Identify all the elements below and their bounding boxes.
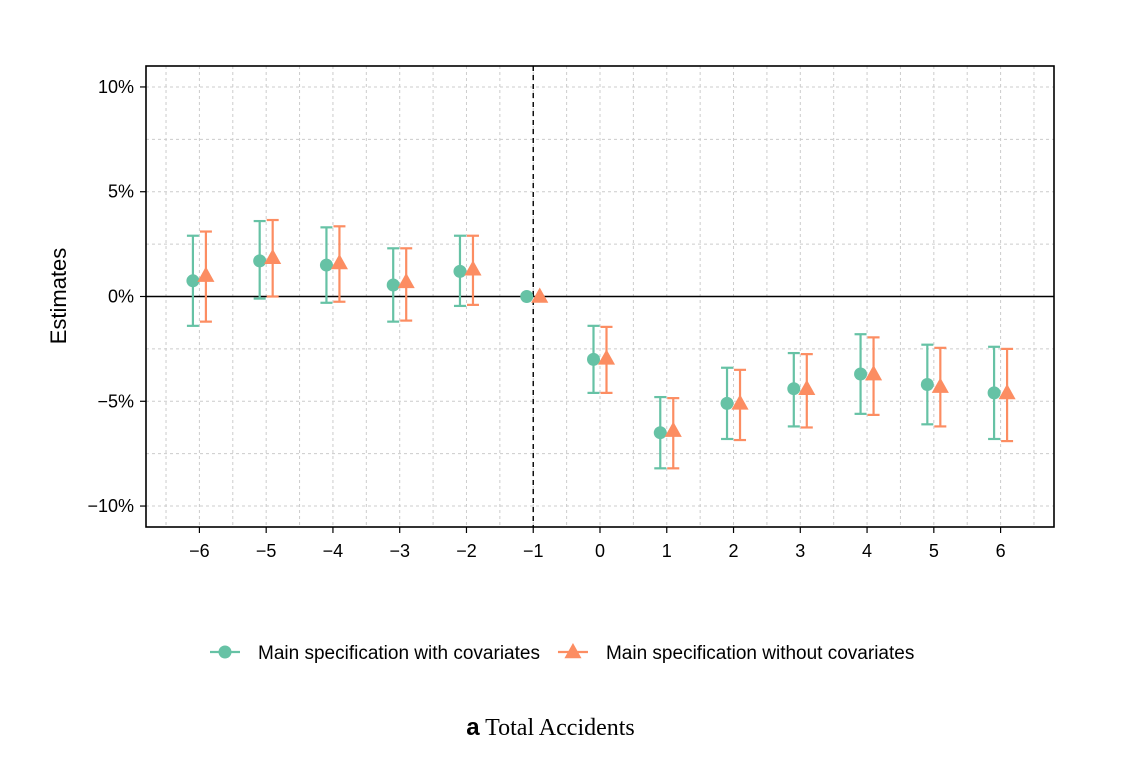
legend-item-without-covariates: Main specification without covariates bbox=[557, 643, 914, 664]
point-marker bbox=[931, 377, 949, 393]
x-tick-label: 6 bbox=[996, 541, 1006, 561]
x-tick-label: 2 bbox=[729, 541, 739, 561]
y-tick-label: 0% bbox=[108, 287, 134, 307]
series-without-covariates bbox=[197, 218, 1016, 470]
x-tick-label: 5 bbox=[929, 541, 939, 561]
caption-letter: a bbox=[466, 714, 480, 741]
x-tick-label: −3 bbox=[389, 541, 410, 561]
y-tick-label: −10% bbox=[87, 496, 134, 516]
point-marker bbox=[653, 426, 667, 440]
point-marker bbox=[531, 287, 549, 303]
x-tick-label: −4 bbox=[323, 541, 344, 561]
point-marker bbox=[386, 278, 400, 292]
legend-label: Main specification without covariates bbox=[606, 643, 914, 664]
point-marker bbox=[920, 378, 934, 392]
point-marker bbox=[453, 264, 467, 278]
point-marker bbox=[397, 272, 415, 289]
point-marker bbox=[253, 254, 267, 268]
point-marker bbox=[798, 379, 816, 395]
x-tick-label: −1 bbox=[523, 541, 544, 561]
point-marker bbox=[330, 253, 348, 270]
x-axis-ticks: −6 −5 −4 −3 −2 −1 0 1 2 3 4 5 6 bbox=[189, 527, 1006, 561]
point-marker bbox=[720, 396, 734, 410]
figure-caption: a Total Accidents bbox=[0, 714, 1101, 742]
point-marker bbox=[597, 349, 616, 365]
x-tick-label: −5 bbox=[256, 541, 277, 561]
point-marker bbox=[987, 386, 1001, 400]
x-tick-label: −6 bbox=[189, 541, 210, 561]
y-tick-label: 10% bbox=[98, 77, 134, 97]
series-marks bbox=[186, 218, 1016, 470]
point-marker bbox=[319, 258, 333, 272]
point-marker bbox=[464, 260, 482, 276]
x-tick-label: 3 bbox=[795, 541, 805, 561]
legend-label: Main specification with covariates bbox=[258, 643, 540, 664]
x-tick-label: 0 bbox=[595, 541, 605, 561]
legend-item-with-covariates: Main specification with covariates bbox=[210, 643, 540, 664]
point-marker bbox=[186, 274, 200, 288]
point-marker bbox=[520, 290, 534, 303]
legend: Main specification with covariates Main s… bbox=[210, 643, 914, 664]
series-with-covariates bbox=[186, 219, 1001, 470]
x-tick-label: −2 bbox=[456, 541, 477, 561]
y-tick-label: 5% bbox=[108, 182, 134, 202]
point-marker bbox=[587, 352, 600, 366]
point-marker bbox=[865, 365, 883, 381]
point-marker bbox=[264, 248, 282, 265]
point-marker bbox=[197, 266, 215, 282]
y-axis-ticks: 10% 5% 0% −5% −10% bbox=[87, 77, 146, 516]
caption-text: Total Accidents bbox=[485, 715, 635, 741]
x-tick-label: 1 bbox=[662, 541, 672, 561]
legend-marker bbox=[564, 643, 582, 659]
y-tick-label: −5% bbox=[97, 391, 134, 411]
y-axis-title: Estimates bbox=[46, 248, 71, 345]
point-marker bbox=[998, 383, 1016, 400]
point-marker bbox=[787, 382, 801, 396]
point-marker bbox=[854, 367, 868, 381]
reference-lines bbox=[146, 66, 1054, 527]
legend-marker bbox=[218, 645, 232, 659]
point-marker bbox=[731, 394, 749, 410]
point-marker bbox=[664, 421, 682, 437]
x-tick-label: 4 bbox=[862, 541, 872, 561]
